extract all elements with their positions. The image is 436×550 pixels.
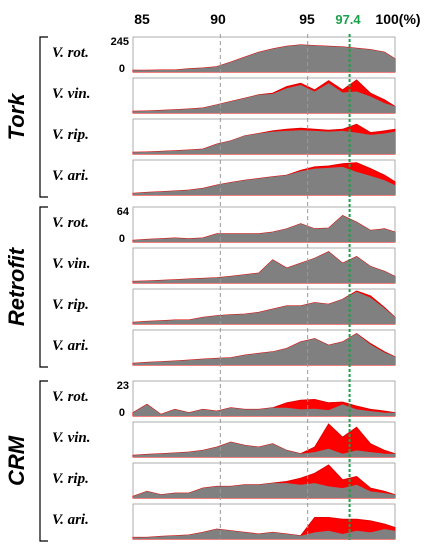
area-bottom-crm-v-rot <box>133 404 395 416</box>
species-label-tork-v-ari: V. ari. <box>52 168 89 184</box>
x-tick-label-100: 100(%) <box>375 11 420 27</box>
area-bottom-retrofit-v-rip <box>133 291 395 324</box>
scale-min-tork: 0 <box>119 63 125 75</box>
x-tick-label-highlight: 97.4 <box>335 12 361 27</box>
area-bottom-retrofit-v-rot <box>133 215 395 242</box>
area-bottom-crm-v-vin <box>133 442 395 457</box>
species-label-retrofit-v-ari: V. ari. <box>52 338 89 354</box>
area-bottom-tork-v-rip <box>133 130 395 154</box>
scale-min-crm: 0 <box>119 407 125 419</box>
group-frame-retrofit <box>39 206 48 368</box>
area-bottom-retrofit-v-vin <box>133 251 395 283</box>
species-label-retrofit-v-vin: V. vin. <box>52 256 91 272</box>
group-label-retrofit: Retrofit <box>4 246 29 326</box>
scale-max-crm: 23 <box>117 380 129 392</box>
x-tick-label-95: 95 <box>299 11 315 27</box>
group-label-tork: Tork <box>4 92 29 141</box>
area-bottom-tork-v-vin <box>133 83 395 113</box>
group-frame-crm <box>39 380 48 542</box>
area-bottom-crm-v-ari <box>133 529 395 539</box>
scale-min-retrofit: 0 <box>119 233 125 245</box>
species-label-retrofit-v-rot: V. rot. <box>52 215 89 231</box>
species-label-tork-v-rot: V. rot. <box>52 45 89 61</box>
chart-guides <box>219 34 351 540</box>
area-bottom-crm-v-rip <box>133 483 395 498</box>
scale-max-tork: 245 <box>111 36 129 48</box>
x-tick-label-90: 90 <box>210 11 226 27</box>
group-label-crm: CRM <box>4 435 29 486</box>
x-tick-label-85: 85 <box>134 11 150 27</box>
scale-max-retrofit: 64 <box>117 206 130 218</box>
species-label-retrofit-v-rip: V. rip. <box>52 297 89 313</box>
species-label-crm-v-rot: V. rot. <box>52 389 89 405</box>
chart-groups: Tork 245 0 V. rot. V. vin. V. rip. V. ari. Retr… <box>4 36 396 542</box>
area-bottom-tork-v-rot <box>133 44 395 72</box>
species-label-tork-v-rip: V. rip. <box>52 127 89 143</box>
group-frame-tork <box>39 36 48 198</box>
area-bottom-retrofit-v-ari <box>133 333 395 365</box>
species-label-crm-v-vin: V. vin. <box>52 430 91 446</box>
species-label-tork-v-vin: V. vin. <box>52 86 91 102</box>
species-label-crm-v-ari: V. ari. <box>52 512 89 528</box>
species-label-crm-v-rip: V. rip. <box>52 471 89 487</box>
area-bottom-tork-v-ari <box>133 166 395 195</box>
